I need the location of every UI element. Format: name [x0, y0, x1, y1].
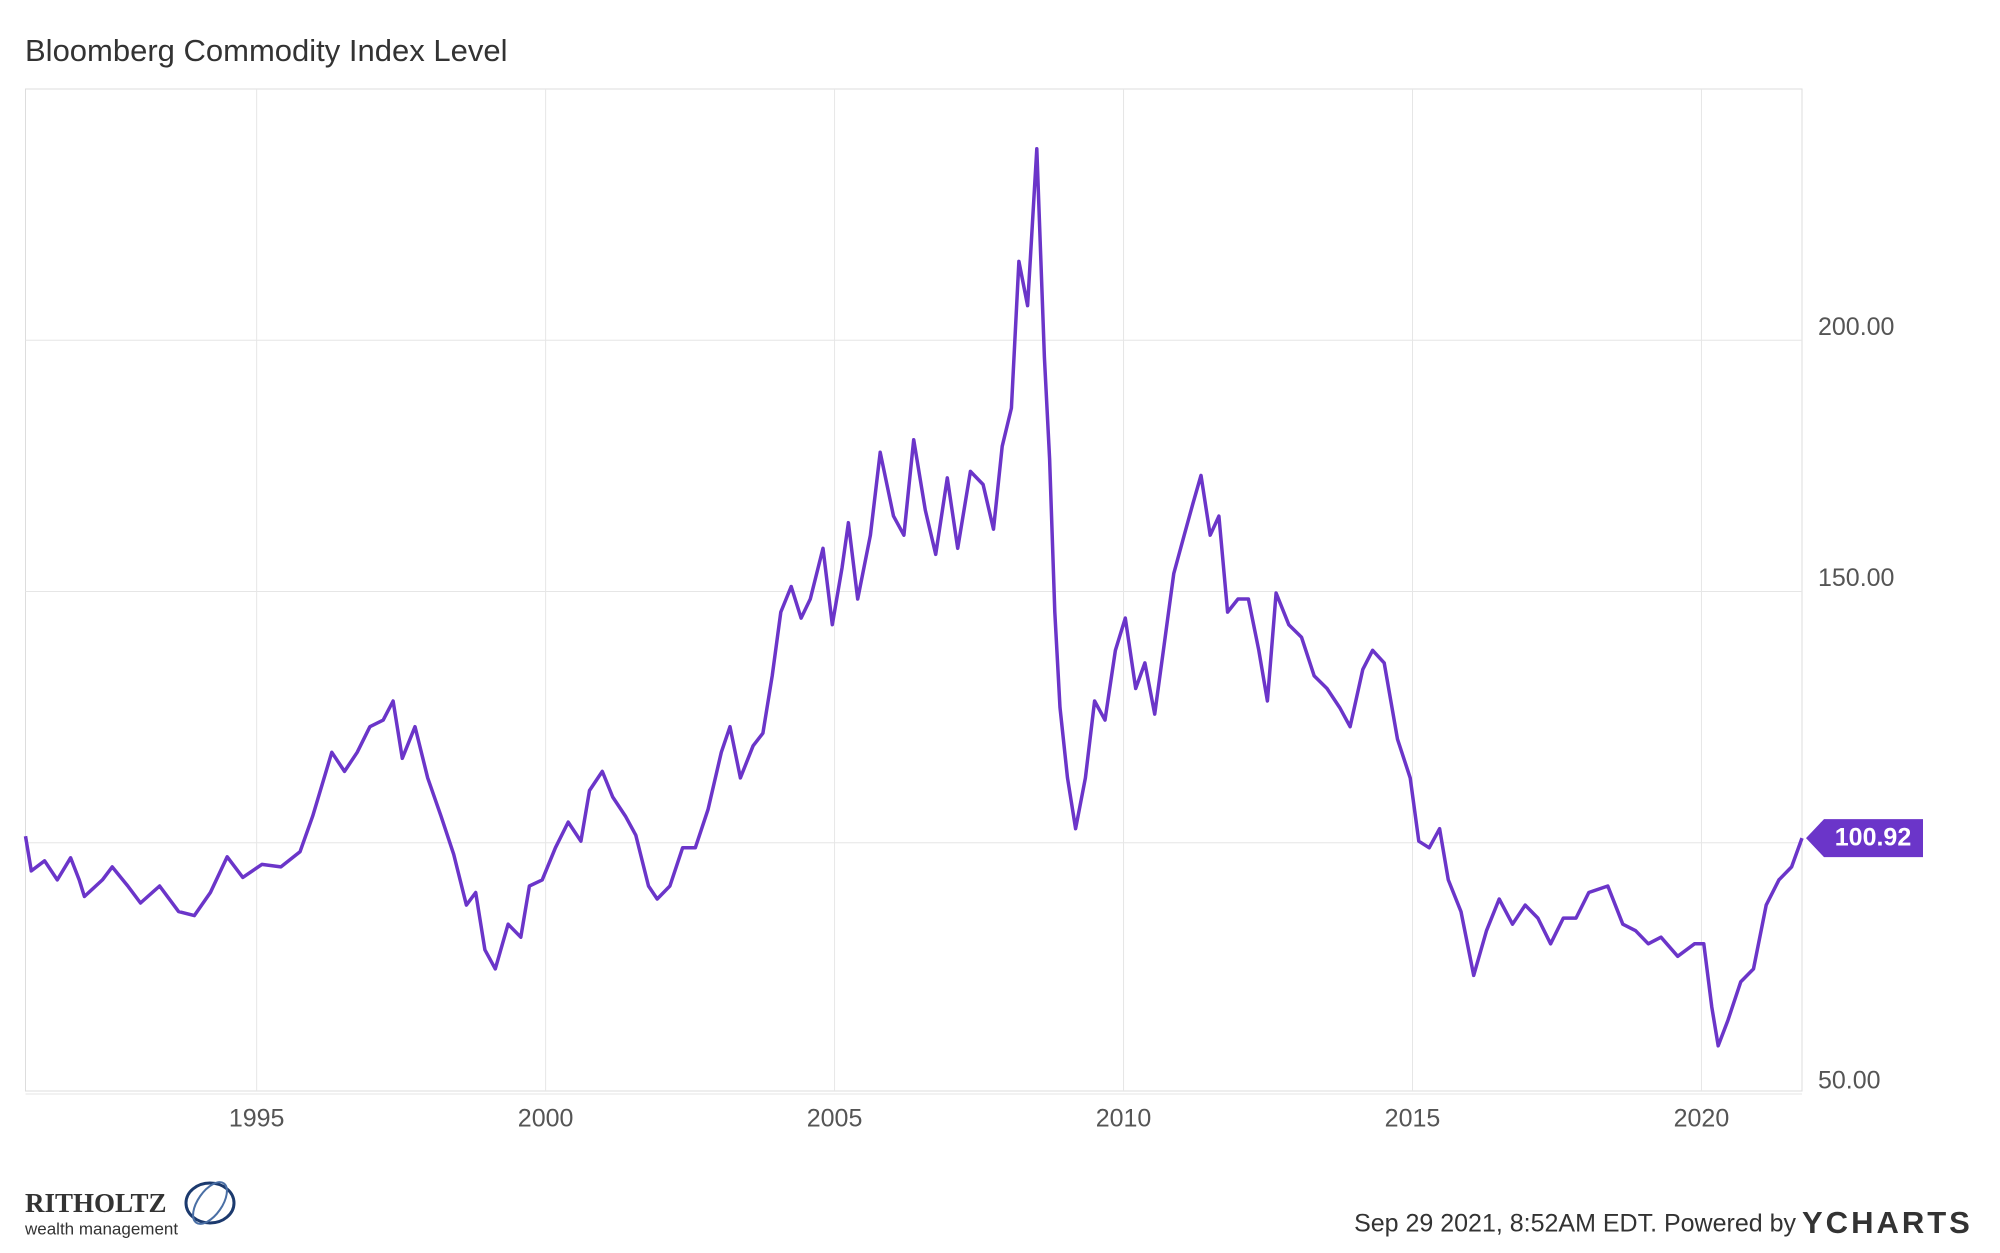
plot-frame	[25, 88, 1803, 1092]
y-tick-label: 200.00	[1818, 313, 1894, 341]
y-tick-label: 50.00	[1818, 1067, 1881, 1095]
last-value-label: 100.92	[1835, 824, 1911, 852]
x-tick-label: 2005	[807, 1105, 863, 1133]
x-tick-label: 2020	[1674, 1105, 1730, 1133]
logo-sub: wealth management	[24, 1219, 178, 1238]
x-tick-label: 2000	[518, 1105, 574, 1133]
logo-name: RITHOLTZ	[25, 1188, 167, 1218]
logo-icon	[184, 1181, 236, 1225]
chart-title: Bloomberg Commodity Index Level	[25, 33, 507, 68]
logo: RITHOLTZ wealth management	[24, 1181, 236, 1238]
brand: YCHARTS	[1802, 1205, 1973, 1240]
x-tick-label: 2015	[1385, 1105, 1441, 1133]
last-value-badge	[1806, 819, 1923, 858]
x-tick-label: 2010	[1096, 1105, 1152, 1133]
timestamp: Sep 29 2021, 8:52AM EDT. Powered by	[1354, 1210, 1796, 1238]
line	[23, 147, 1804, 1048]
logo-icon	[192, 1181, 228, 1225]
y-tick-label: 150.00	[1818, 564, 1894, 592]
x-tick-label: 1995	[229, 1105, 285, 1133]
